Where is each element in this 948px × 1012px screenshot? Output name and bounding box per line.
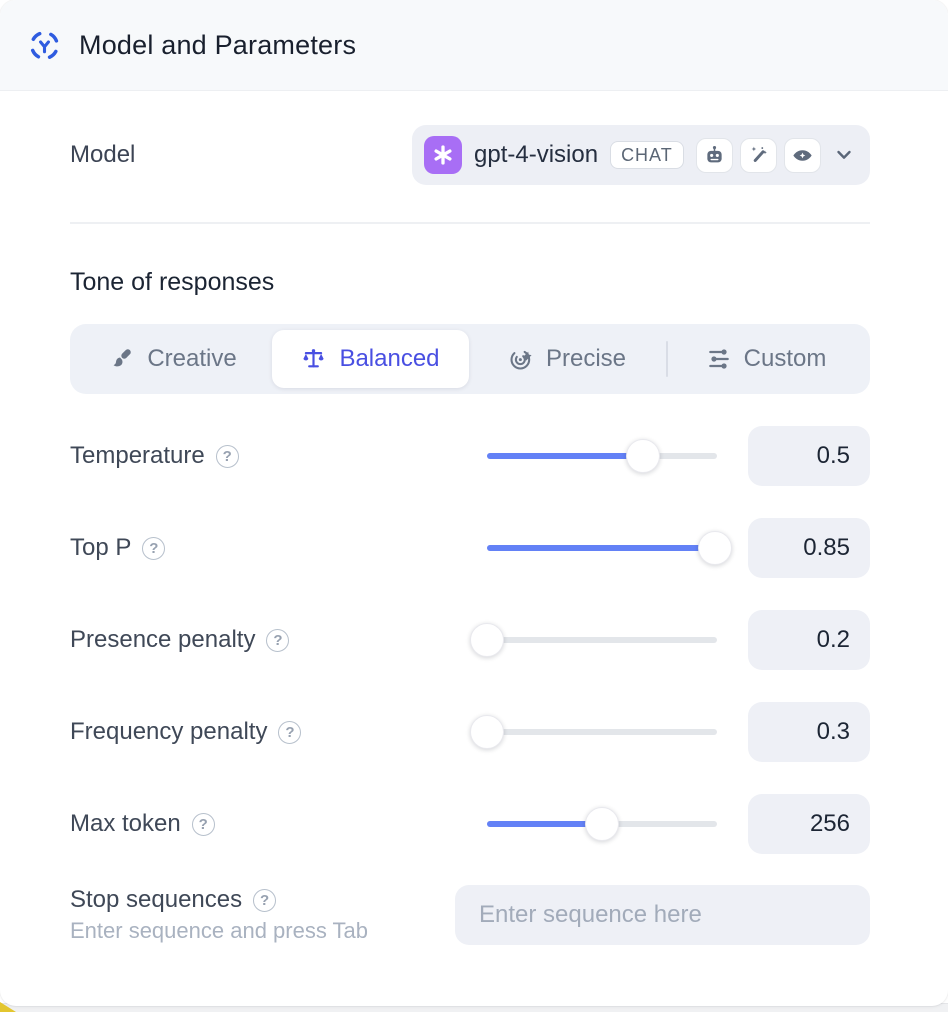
segment-divider	[666, 341, 668, 377]
parameter-label: Frequency penalty	[70, 718, 268, 745]
stop-sequences-hint: Enter sequence and press Tab	[70, 918, 369, 943]
model-row: Model gpt-4-vision CH	[70, 125, 870, 185]
tone-option-balanced[interactable]: Balanced	[272, 330, 469, 388]
chevron-down-icon	[833, 144, 855, 166]
help-icon[interactable]: ?	[253, 888, 277, 912]
parameter-label: Max token	[70, 810, 181, 837]
tone-option-label: Balanced	[339, 345, 440, 372]
parameter-row-presence-penalty: Presence penalty ? 0.2	[70, 610, 870, 670]
top-p-value[interactable]: 0.85	[748, 518, 870, 578]
section-divider	[70, 222, 870, 224]
tone-section-heading: Tone of responses	[70, 268, 275, 296]
panel-header: Model and Parameters	[0, 0, 948, 91]
presence-penalty-slider[interactable]	[470, 623, 717, 657]
slider-thumb[interactable]	[585, 807, 619, 841]
stop-sequence-input[interactable]	[455, 885, 870, 945]
magic-wand-icon	[739, 137, 777, 173]
tone-option-label: Precise	[545, 345, 627, 372]
panel-title: Model and Parameters	[79, 29, 357, 60]
parameter-label: Top P	[70, 534, 132, 561]
scales-icon	[301, 347, 326, 372]
slider-fill	[487, 821, 602, 827]
help-icon[interactable]: ?	[266, 628, 290, 652]
openai-logo-icon	[424, 136, 462, 174]
tone-option-creative[interactable]: Creative	[75, 330, 272, 388]
parameter-row-top-p: Top P ? 0.85	[70, 518, 870, 578]
sliders-icon	[707, 347, 731, 371]
background-accent-shape	[0, 1002, 16, 1012]
tone-option-precise[interactable]: Precise	[469, 330, 666, 388]
tone-segmented-control: Creative Balanced	[70, 324, 870, 394]
slider-track	[487, 729, 717, 735]
frequency-penalty-value[interactable]: 0.3	[748, 702, 870, 762]
model-select-dropdown[interactable]: gpt-4-vision CHAT	[412, 125, 870, 185]
parameter-label: Temperature	[70, 442, 205, 469]
help-icon[interactable]: ?	[191, 812, 215, 836]
parameter-label: Presence penalty	[70, 626, 256, 653]
help-icon[interactable]: ?	[278, 720, 302, 744]
max-token-value[interactable]: 256	[748, 794, 870, 854]
top-p-slider[interactable]	[487, 531, 732, 565]
model-hub-icon	[28, 29, 61, 62]
tone-option-label: Creative	[147, 345, 237, 372]
paintbrush-icon	[110, 347, 134, 371]
model-capability-badges	[695, 137, 821, 173]
tone-option-custom[interactable]: Custom	[668, 330, 865, 388]
tone-option-label: Custom	[743, 345, 827, 372]
stop-sequences-label: Stop sequences	[70, 886, 243, 913]
parameter-row-frequency-penalty: Frequency penalty ? 0.3	[70, 702, 870, 762]
temperature-value[interactable]: 0.5	[748, 426, 870, 486]
max-token-slider[interactable]	[487, 807, 717, 841]
slider-thumb[interactable]	[697, 531, 732, 565]
slider-thumb[interactable]	[470, 623, 504, 657]
help-icon[interactable]: ?	[142, 536, 166, 560]
model-type-badge: CHAT	[610, 141, 684, 169]
model-label: Model	[70, 141, 136, 168]
parameter-row-temperature: Temperature ? 0.5	[70, 426, 870, 486]
target-arrow-icon	[509, 347, 533, 371]
slider-fill	[487, 545, 715, 551]
temperature-slider[interactable]	[487, 439, 717, 473]
frequency-penalty-slider[interactable]	[470, 715, 717, 749]
parameter-row-max-token: Max token ? 256	[70, 794, 870, 854]
stop-sequences-row: Stop sequences ? Enter sequence and pres…	[70, 885, 870, 945]
slider-thumb[interactable]	[470, 715, 504, 749]
vision-eye-icon	[783, 137, 821, 173]
selected-model-name: gpt-4-vision	[474, 141, 599, 168]
slider-fill	[487, 453, 644, 459]
help-icon[interactable]: ?	[215, 444, 239, 468]
slider-thumb[interactable]	[626, 439, 661, 473]
slider-track	[487, 637, 717, 643]
robot-icon	[695, 137, 733, 173]
presence-penalty-value[interactable]: 0.2	[748, 610, 870, 670]
